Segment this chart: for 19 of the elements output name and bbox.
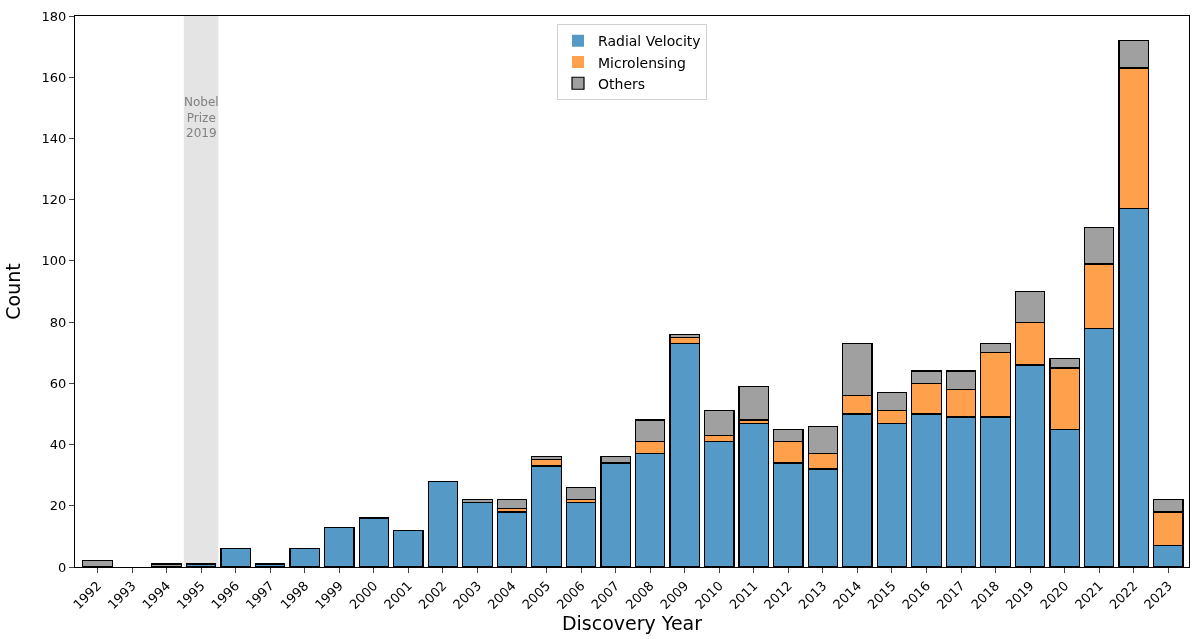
y-axis-title: Count <box>2 263 25 320</box>
y-tick-label: 180 <box>41 8 67 24</box>
y-tick-label: 160 <box>41 69 67 85</box>
legend-label: Microlensing <box>598 54 686 71</box>
x-axis-title: Discovery Year <box>561 612 703 635</box>
y-tick-label: 40 <box>49 437 67 453</box>
y-tick-label: 0 <box>58 559 67 575</box>
y-tick-label: 140 <box>41 130 67 146</box>
y-tick-label: 80 <box>49 314 67 330</box>
bar <box>496 499 528 510</box>
band-label: Nobel Prize 2019 <box>184 95 219 141</box>
legend-label: Others <box>598 75 646 92</box>
legend-label: Radial Velocity <box>598 33 701 50</box>
bar <box>738 385 770 421</box>
y-tick-label: 100 <box>41 253 67 269</box>
y-tick-label: 120 <box>41 192 67 208</box>
y-tick-label: 20 <box>49 498 67 514</box>
bar <box>565 486 597 501</box>
y-tick-label: 60 <box>49 375 67 391</box>
